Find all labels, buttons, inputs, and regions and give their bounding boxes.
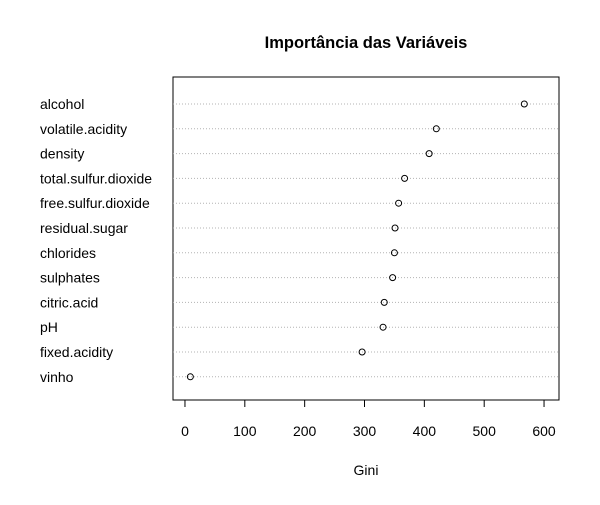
x-tick-label: 100 <box>233 423 257 439</box>
data-point <box>390 249 398 257</box>
x-axis-label: Gini <box>354 462 379 478</box>
data-point <box>401 174 409 182</box>
data-point <box>520 100 528 108</box>
category-labels: alcohol volatile.acidity density total.sulf… <box>40 96 152 385</box>
category-label: citric.acid <box>40 294 98 310</box>
data-point <box>425 150 433 158</box>
data-point <box>379 323 387 331</box>
category-label: total.sulfur.dioxide <box>40 170 152 186</box>
grid-lines <box>173 103 559 378</box>
data-point <box>389 274 397 282</box>
data-point <box>358 348 366 356</box>
data-point <box>380 298 388 306</box>
x-tick-label: 500 <box>473 423 497 439</box>
data-point <box>186 373 194 381</box>
x-axis: 0 100 200 300 400 500 600 <box>181 399 556 439</box>
category-label: fixed.acidity <box>40 344 113 360</box>
x-tick-label: 0 <box>181 423 189 439</box>
data-point <box>432 125 440 133</box>
data-point <box>391 224 399 232</box>
category-label: free.sulfur.dioxide <box>40 195 150 211</box>
category-label: pH <box>40 319 58 335</box>
category-label: alcohol <box>40 96 84 112</box>
data-point <box>395 199 403 207</box>
category-label: density <box>40 146 84 162</box>
x-tick-label: 400 <box>413 423 437 439</box>
category-label: chlorides <box>40 245 96 261</box>
category-label: sulphates <box>40 270 100 286</box>
x-tick-label: 200 <box>293 423 317 439</box>
chart-title: Importância das Variáveis <box>265 34 468 52</box>
category-label: volatile.acidity <box>40 121 127 137</box>
data-points <box>186 100 528 381</box>
category-label: residual.sugar <box>40 220 128 236</box>
category-label: vinho <box>40 369 74 385</box>
x-tick-label: 300 <box>353 423 377 439</box>
x-tick-label: 600 <box>532 423 556 439</box>
